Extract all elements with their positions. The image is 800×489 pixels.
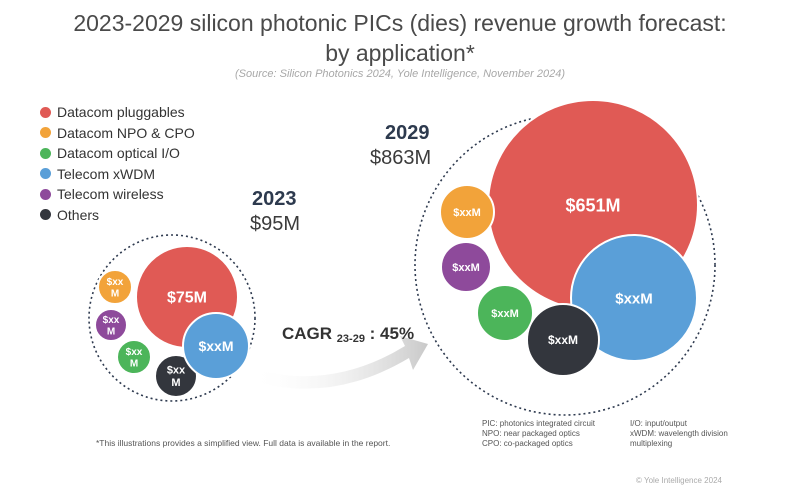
legend-swatch <box>40 127 51 139</box>
cagr-label: CAGR 23-29 : 45% <box>282 324 414 345</box>
bubble-2029-others <box>526 303 600 377</box>
bubble-value-label: $xx <box>167 365 186 377</box>
legend-item: Telecom wireless <box>40 184 195 205</box>
bubble-2029-datacom-npo-cpo <box>439 184 495 240</box>
cagr-prefix: CAGR <box>282 324 333 343</box>
legend-item: Datacom optical I/O <box>40 143 195 164</box>
legend-item: Datacom pluggables <box>40 102 195 123</box>
bubble-2023-others <box>154 354 198 398</box>
bubble-value-label: $xx <box>103 315 120 326</box>
legend-swatch <box>40 209 51 221</box>
bubble-value-label: M <box>130 358 138 369</box>
legend-item: Others <box>40 205 195 226</box>
legend-label: Others <box>57 206 100 223</box>
bubble-value-label: M <box>111 288 119 299</box>
bubble-value-label: $xxM <box>615 290 653 307</box>
glossary-term-left: NPO: near packaged optics <box>482 429 580 438</box>
bubble-value-label: $xx <box>107 277 124 288</box>
chart-title: 2023-2029 silicon photonic PICs (dies) r… <box>0 8 800 68</box>
bubble-2023-datacom-npo-cpo <box>97 269 133 305</box>
legend-label: Telecom wireless <box>57 186 164 203</box>
legend-label: Telecom xWDM <box>57 165 156 182</box>
glossary-row: PIC: photonics integrated circuit I/O: in… <box>482 419 728 429</box>
glossary-term-right: xWDM: wavelength division <box>630 429 728 438</box>
year-2029-label: 2029 <box>385 122 430 144</box>
glossary-row: CPO: co-packaged optics multiplexing <box>482 439 728 449</box>
bubble-2029-telecom-xwdm <box>570 234 698 362</box>
glossary-term-left: CPO: co-packaged optics <box>482 439 573 448</box>
bubble-value-label: $xxM <box>198 338 233 354</box>
bubble-2023-telecom-xwdm <box>182 312 250 380</box>
total-2023-label: $95M <box>250 213 301 235</box>
glossary-term-right: multiplexing <box>630 439 673 448</box>
glossary-term-right: I/O: input/output <box>630 419 687 428</box>
bubble-value-label: $651M <box>565 195 620 215</box>
legend: Datacom pluggables Datacom NPO & CPO Datac… <box>40 102 195 225</box>
bubble-2029-datacom-optical-i-o <box>476 284 534 342</box>
year-2023-label: 2023 <box>252 188 297 210</box>
chart-title-line2: by application* <box>325 40 475 66</box>
glossary-term-left: PIC: photonics integrated circuit <box>482 419 595 428</box>
chart-title-line1: 2023-2029 silicon photonic PICs (dies) r… <box>73 10 727 36</box>
bubble-value-label: $xxM <box>453 207 481 219</box>
bubble-value-label: M <box>107 326 115 337</box>
legend-label: Datacom NPO & CPO <box>57 124 195 141</box>
legend-swatch <box>40 147 51 159</box>
bubble-value-label: $xxM <box>452 262 480 274</box>
growth-arrow <box>250 336 428 389</box>
bubble-2029-telecom-wireless <box>440 241 492 293</box>
footnote: *This illustrations provides a simplifie… <box>96 438 391 448</box>
cagr-value: : 45% <box>369 324 415 343</box>
bubble-value-label: $xxM <box>491 308 519 320</box>
total-2029-label: $863M <box>370 147 432 169</box>
legend-item: Telecom xWDM <box>40 164 195 185</box>
legend-swatch <box>40 188 51 200</box>
legend-swatch <box>40 168 51 180</box>
legend-item: Datacom NPO & CPO <box>40 123 195 144</box>
glossary-row: NPO: near packaged optics xWDM: wavelengt… <box>482 429 728 439</box>
cluster-outline-2023 <box>88 234 256 402</box>
bubble-2023-telecom-wireless <box>94 308 128 342</box>
chart-source: (Source: Silicon Photonics 2024, Yole In… <box>235 68 565 80</box>
bubble-2023-datacom-optical-i-o <box>116 339 152 375</box>
bubble-value-label: M <box>171 377 180 389</box>
copyright: © Yole Intelligence 2024 <box>636 476 722 485</box>
legend-swatch <box>40 106 51 118</box>
bubble-value-label: $xxM <box>548 333 578 347</box>
legend-label: Datacom pluggables <box>57 104 185 121</box>
cagr-period: 23-29 <box>336 333 365 345</box>
legend-label: Datacom optical I/O <box>57 145 180 162</box>
bubble-value-label: $75M <box>167 290 207 307</box>
bubble-value-label: $xx <box>126 347 143 358</box>
glossary: PIC: photonics integrated circuit I/O: in… <box>482 419 728 449</box>
